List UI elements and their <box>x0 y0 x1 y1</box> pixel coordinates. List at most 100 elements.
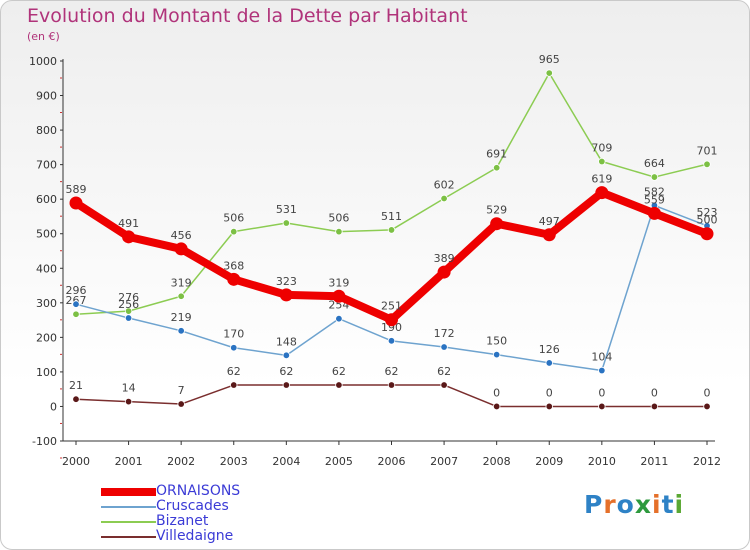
cruscades-data-label: 170 <box>223 328 244 341</box>
bizanet-data-label: 664 <box>644 157 665 170</box>
bizanet-point <box>387 226 396 234</box>
villedaigne-data-label: 0 <box>651 386 658 399</box>
villedaigne-point <box>440 381 448 389</box>
villedaigne-data-label: 62 <box>332 365 346 378</box>
y-tick-label: 0 <box>50 400 57 413</box>
y-tick-label: 700 <box>36 159 57 172</box>
bizanet-point <box>598 157 606 166</box>
legend-label: Bizanet <box>156 513 209 529</box>
x-tick-label: 2007 <box>430 455 458 468</box>
ornaisons-data-label: 456 <box>171 229 192 242</box>
cruscades-data-label: 104 <box>591 351 612 364</box>
ornaisons-point <box>332 289 346 303</box>
bizanet-point <box>72 310 80 318</box>
ornaisons-data-label: 619 <box>591 173 612 186</box>
x-tick-label: 2002 <box>167 455 195 468</box>
x-tick-label: 2011 <box>640 455 668 468</box>
villedaigne-point <box>335 381 343 389</box>
x-tick-label: 2006 <box>378 455 406 468</box>
ornaisons-point <box>227 272 241 286</box>
cruscades-point <box>335 315 343 323</box>
cruscades-point <box>230 344 238 352</box>
bizanet-point <box>335 227 343 236</box>
cruscades-data-label: 126 <box>539 343 560 356</box>
legend-swatch <box>101 488 156 496</box>
x-tick-label: 2001 <box>115 455 143 468</box>
villedaigne-data-label: 7 <box>178 384 185 397</box>
cruscades-point <box>492 350 501 359</box>
villedaigne-data-label: 62 <box>279 365 293 378</box>
villedaigne-data-label: 62 <box>437 365 451 378</box>
y-tick-label: 1000 <box>29 55 57 68</box>
cruscades-data-label: 172 <box>434 327 455 340</box>
ornaisons-data-label: 323 <box>276 275 297 288</box>
ornaisons-point <box>700 227 714 241</box>
x-tick-label: 2003 <box>220 455 248 468</box>
bizanet-data-label: 701 <box>697 144 718 157</box>
cruscades-point <box>72 300 80 308</box>
bizanet-data-label: 511 <box>381 210 402 223</box>
cruscades-point <box>440 343 448 351</box>
ornaisons-point <box>69 196 83 210</box>
y-tick-label: -100 <box>32 435 57 448</box>
villedaigne-point <box>598 402 606 411</box>
ornaisons-point <box>385 313 398 327</box>
villedaigne-point <box>492 402 501 411</box>
cruscades-point <box>282 351 291 360</box>
villedaigne-point <box>282 381 291 389</box>
y-tick-label: 600 <box>36 193 57 206</box>
cruscades-data-label: 219 <box>171 311 192 324</box>
y-tick-label: 200 <box>36 331 57 344</box>
villedaigne-point <box>387 381 396 389</box>
legend-label: ORNAISONS <box>156 483 241 499</box>
bizanet-point <box>230 227 238 236</box>
y-tick-label: 900 <box>36 90 57 103</box>
cruscades-data-label: 523 <box>697 206 718 219</box>
bizanet-point <box>440 194 448 203</box>
villedaigne-data-label: 0 <box>598 386 605 399</box>
ornaisons-data-label: 589 <box>66 183 87 196</box>
bizanet-point <box>650 173 659 181</box>
chart-unit: (en €) <box>27 30 60 43</box>
cruscades-point <box>387 337 396 345</box>
bizanet-point <box>492 164 501 172</box>
villedaigne-point <box>124 397 133 406</box>
villedaigne-data-label: 0 <box>704 386 711 399</box>
bizanet-point <box>282 219 291 227</box>
villedaigne-point <box>650 402 659 411</box>
x-tick-label: 2004 <box>272 455 300 468</box>
bizanet-data-label: 531 <box>276 203 297 216</box>
bizanet-data-label: 965 <box>539 53 560 66</box>
chart-title: Evolution du Montant de la Dette par Hab… <box>27 5 468 27</box>
cruscades-data-label: 296 <box>66 284 87 297</box>
cruscades-data-label: 582 <box>644 185 665 198</box>
ornaisons-data-label: 559 <box>644 193 665 206</box>
villedaigne-data-label: 0 <box>493 386 500 399</box>
y-tick-label: 800 <box>36 124 57 137</box>
villedaigne-data-label: 0 <box>546 386 553 399</box>
bizanet-data-label: 276 <box>118 291 139 304</box>
ornaisons-data-label: 319 <box>328 276 349 289</box>
villedaigne-data-label: 62 <box>385 365 399 378</box>
villedaigne-data-label: 21 <box>69 379 83 392</box>
bizanet-data-label: 506 <box>328 212 349 225</box>
x-tick-label: 2005 <box>325 455 353 468</box>
ornaisons-point <box>174 242 188 256</box>
cruscades-data-label: 190 <box>381 321 402 334</box>
ornaisons-data-label: 491 <box>118 217 139 230</box>
cruscades-point <box>124 314 133 322</box>
x-tick-label: 2010 <box>588 455 616 468</box>
ornaisons-data-label: 251 <box>381 300 402 313</box>
bizanet-data-label: 319 <box>171 276 192 289</box>
legend-label: Villedaigne <box>156 528 234 544</box>
ornaisons-data-label: 500 <box>697 214 718 227</box>
ornaisons-data-label: 368 <box>223 259 244 272</box>
y-tick-label: 400 <box>36 262 57 275</box>
villedaigne-data-label: 62 <box>227 365 241 378</box>
cruscades-data-label: 256 <box>118 298 139 311</box>
cruscades-point <box>598 366 606 375</box>
ornaisons-point <box>595 186 609 200</box>
ornaisons-data-label: 497 <box>539 215 560 228</box>
x-tick-label: 2000 <box>62 455 90 468</box>
